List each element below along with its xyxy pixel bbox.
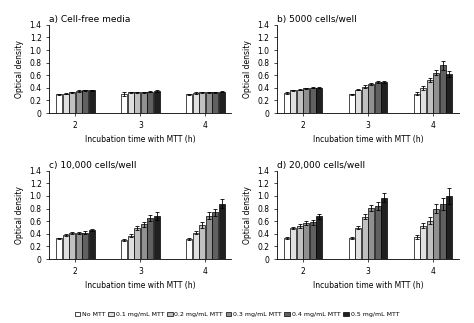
Bar — [290, 90, 296, 113]
Bar — [212, 92, 218, 113]
Bar — [368, 208, 374, 259]
Bar — [283, 238, 290, 259]
Bar — [128, 236, 134, 259]
Y-axis label: Optical density: Optical density — [243, 186, 252, 244]
Bar — [186, 239, 192, 259]
Bar — [433, 209, 439, 259]
Bar — [303, 89, 309, 113]
Bar — [56, 238, 62, 259]
Bar — [283, 93, 290, 113]
Bar — [446, 196, 452, 259]
Bar — [75, 233, 82, 259]
Bar — [427, 221, 433, 259]
Bar — [141, 224, 146, 259]
Bar — [433, 73, 439, 113]
Legend: No MTT, 0.1 mg/mL MTT, 0.2 mg/mL MTT, 0.3 mg/mL MTT, 0.4 mg/mL MTT, 0.5 mg/mL MT: No MTT, 0.1 mg/mL MTT, 0.2 mg/mL MTT, 0.… — [72, 309, 402, 320]
Bar — [192, 93, 199, 113]
Bar — [316, 216, 322, 259]
Bar — [368, 84, 374, 113]
Bar — [420, 225, 426, 259]
Text: c) 10,000 cells/well: c) 10,000 cells/well — [49, 161, 137, 170]
Bar — [440, 204, 446, 259]
Bar — [63, 235, 69, 259]
Bar — [128, 92, 134, 113]
Bar — [310, 88, 316, 113]
Bar — [82, 233, 88, 259]
X-axis label: Incubation time with MTT (h): Incubation time with MTT (h) — [85, 135, 196, 144]
Bar — [297, 225, 302, 259]
Bar — [154, 91, 160, 113]
Y-axis label: Optical density: Optical density — [15, 40, 24, 98]
Bar — [141, 92, 146, 113]
Bar — [199, 92, 205, 113]
Bar — [355, 90, 361, 113]
Bar — [355, 227, 361, 259]
Bar — [362, 217, 368, 259]
Bar — [206, 215, 212, 259]
Bar — [310, 223, 316, 259]
Bar — [192, 233, 199, 259]
Bar — [375, 206, 381, 259]
X-axis label: Incubation time with MTT (h): Incubation time with MTT (h) — [313, 135, 423, 144]
Bar — [303, 223, 309, 259]
Bar — [316, 88, 322, 113]
Bar — [381, 82, 387, 113]
Bar — [147, 218, 153, 259]
Bar — [414, 94, 419, 113]
Bar — [349, 238, 355, 259]
Bar — [89, 90, 95, 113]
Bar — [121, 94, 127, 113]
Bar — [381, 198, 387, 259]
Bar — [89, 230, 95, 259]
Bar — [134, 228, 140, 259]
Bar — [69, 92, 75, 113]
Y-axis label: Optical density: Optical density — [243, 40, 252, 98]
Text: a) Cell-free media: a) Cell-free media — [49, 15, 131, 24]
Bar — [290, 228, 296, 259]
Bar — [154, 216, 160, 259]
Bar — [362, 87, 368, 113]
X-axis label: Incubation time with MTT (h): Incubation time with MTT (h) — [313, 281, 423, 290]
Bar — [440, 65, 446, 113]
Y-axis label: Optical density: Optical density — [15, 186, 24, 244]
Bar — [414, 237, 419, 259]
Bar — [121, 240, 127, 259]
Bar — [82, 90, 88, 113]
Bar — [427, 80, 433, 113]
Text: b) 5000 cells/well: b) 5000 cells/well — [277, 15, 356, 24]
Bar — [206, 92, 212, 113]
Bar — [349, 94, 355, 113]
Bar — [297, 90, 302, 113]
Bar — [219, 92, 225, 113]
Bar — [446, 74, 452, 113]
Bar — [134, 92, 140, 113]
Text: d) 20,000 cells/well: d) 20,000 cells/well — [277, 161, 365, 170]
Bar — [420, 88, 426, 113]
Bar — [375, 82, 381, 113]
Bar — [63, 94, 69, 113]
Bar — [147, 92, 153, 113]
Bar — [219, 203, 225, 259]
Bar — [199, 225, 205, 259]
Bar — [69, 233, 75, 259]
Bar — [75, 91, 82, 113]
Bar — [56, 94, 62, 113]
Bar — [186, 94, 192, 113]
Bar — [212, 212, 218, 259]
X-axis label: Incubation time with MTT (h): Incubation time with MTT (h) — [85, 281, 196, 290]
